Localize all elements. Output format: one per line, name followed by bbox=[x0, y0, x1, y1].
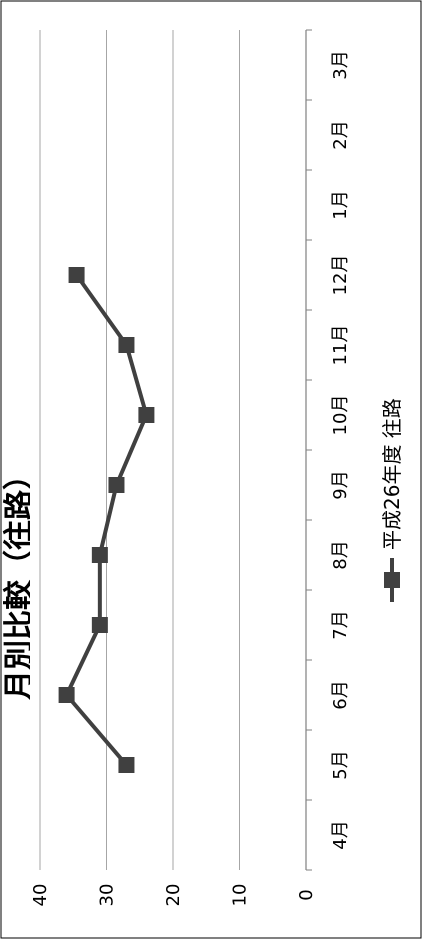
legend-marker bbox=[384, 572, 400, 588]
data-point-marker bbox=[118, 337, 135, 353]
category-tick-label: 5月 bbox=[330, 750, 351, 779]
data-point-marker bbox=[91, 547, 108, 563]
data-point-marker bbox=[68, 267, 85, 283]
data-point-marker bbox=[138, 407, 155, 423]
data-point-marker bbox=[108, 477, 125, 493]
category-tick-label: 8月 bbox=[330, 540, 351, 569]
data-point-marker bbox=[91, 617, 108, 633]
category-tick-label: 7月 bbox=[330, 610, 351, 639]
value-tick-label: 40 bbox=[30, 884, 51, 907]
value-tick-label: 20 bbox=[163, 884, 184, 907]
value-tick-label: 10 bbox=[230, 884, 251, 907]
category-tick-label: 4月 bbox=[330, 820, 351, 849]
category-tick-label: 10月 bbox=[330, 395, 351, 436]
data-point-marker bbox=[58, 687, 75, 703]
series-line bbox=[64, 273, 149, 767]
category-tick-label: 1月 bbox=[330, 190, 351, 219]
legend-label: 平成26年度 往路 bbox=[380, 398, 404, 550]
data-point-marker bbox=[118, 757, 135, 773]
value-tick-label: 0 bbox=[296, 889, 317, 900]
category-tick-label: 3月 bbox=[330, 50, 351, 79]
category-tick-label: 2月 bbox=[330, 120, 351, 149]
category-tick-label: 12月 bbox=[330, 255, 351, 296]
category-tick-label: 6月 bbox=[330, 680, 351, 709]
category-tick-label: 11月 bbox=[330, 325, 351, 366]
value-tick-label: 30 bbox=[97, 884, 118, 907]
category-tick-label: 9月 bbox=[330, 470, 351, 499]
